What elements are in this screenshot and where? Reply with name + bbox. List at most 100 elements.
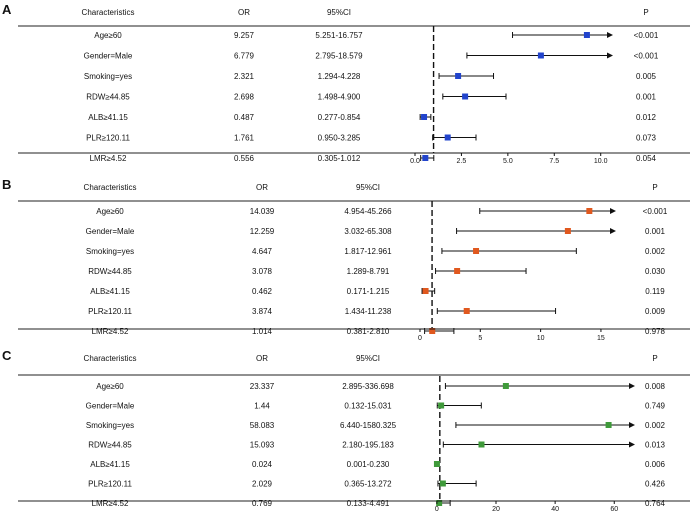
row-ci-value: 1.817-12.961	[344, 247, 392, 256]
row-ci-value: 0.381-2.810	[347, 327, 390, 336]
row-label: Gender=Male	[84, 52, 133, 61]
row-label: Smoking=yes	[86, 421, 134, 430]
row-ci-value: 1.434-11.238	[345, 307, 392, 316]
or-point-marker	[421, 114, 428, 120]
row-label: RDW≥44.85	[86, 93, 130, 102]
row-or-value: 58.083	[250, 421, 275, 430]
row-or-value: 0.462	[252, 287, 273, 296]
row-p-value: <0.001	[643, 207, 668, 216]
row-or-value: 0.769	[252, 499, 273, 508]
row-p-value: 0.002	[645, 247, 666, 256]
ci-arrow	[629, 383, 635, 389]
x-tick-label: 5	[478, 335, 482, 342]
header-p: P	[652, 354, 657, 363]
row-or-value: 6.779	[234, 52, 255, 61]
row-p-value: 0.119	[645, 287, 665, 296]
row-ci-value: 0.950-3.285	[318, 134, 361, 143]
header-characteristics: Characteristics	[84, 183, 137, 192]
row-ci-value: 2.180-195.183	[342, 441, 394, 450]
row-ci-value: 6.440-1580.325	[340, 421, 397, 430]
or-point-marker	[537, 52, 544, 59]
row-or-value: 3.874	[252, 307, 273, 316]
panel-letter: A	[2, 2, 12, 17]
ci-arrow	[607, 32, 613, 38]
header-p: P	[643, 8, 648, 17]
x-tick-label: 20	[492, 506, 500, 513]
or-point-marker	[605, 422, 612, 428]
ci-arrow	[610, 228, 616, 234]
or-point-marker	[583, 32, 590, 38]
row-ci-value: 0.365-13.272	[344, 480, 392, 489]
header-or: OR	[256, 183, 268, 192]
or-point-marker	[436, 500, 443, 506]
or-point-marker	[429, 328, 436, 334]
row-p-value: 0.749	[645, 402, 666, 411]
or-point-marker	[564, 228, 571, 234]
row-p-value: <0.001	[634, 31, 659, 40]
row-label: RDW≥44.85	[88, 441, 132, 450]
row-or-value: 3.078	[252, 267, 273, 276]
row-p-value: 0.013	[645, 441, 666, 450]
or-point-marker	[462, 93, 469, 100]
or-point-marker	[463, 308, 470, 314]
x-tick-label: 2.5	[457, 158, 467, 165]
or-point-marker	[454, 268, 461, 274]
row-label: ALB≥41.15	[88, 113, 128, 122]
row-label: Gender=Male	[86, 227, 135, 236]
row-or-value: 4.647	[252, 247, 273, 256]
row-or-value: 12.259	[250, 227, 275, 236]
or-point-marker	[444, 134, 451, 141]
row-or-value: 2.698	[234, 93, 255, 102]
ci-arrow	[629, 422, 635, 428]
row-ci-value: 0.132-15.031	[344, 402, 392, 411]
row-label: Gender=Male	[86, 402, 135, 411]
row-p-value: 0.006	[645, 460, 666, 469]
or-point-marker	[422, 288, 429, 294]
row-label: PLR≥120.11	[88, 307, 132, 316]
x-tick-label: 10	[537, 335, 545, 342]
x-tick-label: 0.0	[410, 158, 420, 165]
header-95ci: 95%CI	[356, 354, 380, 363]
row-ci-value: 4.954-45.266	[344, 207, 392, 216]
x-tick-label: 15	[597, 335, 605, 342]
row-p-value: 0.001	[645, 227, 666, 236]
or-point-marker	[422, 155, 429, 161]
row-p-value: 0.005	[636, 72, 657, 81]
header-or: OR	[256, 354, 268, 363]
row-or-value: 0.024	[252, 460, 273, 469]
header-95ci: 95%CI	[327, 8, 351, 17]
row-or-value: 1.761	[234, 134, 255, 143]
row-p-value: 0.012	[636, 113, 657, 122]
row-ci-value: 1.289-8.791	[347, 267, 390, 276]
row-or-value: 1.014	[252, 327, 273, 336]
row-ci-value: 1.498-4.900	[318, 93, 361, 102]
row-label: Smoking=yes	[84, 72, 132, 81]
row-p-value: 0.978	[645, 327, 666, 336]
or-point-marker	[586, 208, 593, 214]
row-or-value: 9.257	[234, 31, 255, 40]
row-p-value: 0.073	[636, 134, 657, 143]
row-p-value: 0.030	[645, 267, 666, 276]
row-or-value: 23.337	[250, 382, 275, 391]
row-p-value: 0.764	[645, 499, 666, 508]
row-or-value: 0.556	[234, 154, 255, 163]
or-point-marker	[502, 383, 509, 389]
forest-panel-a: A Characteristics OR 95%CI P Age≥60 9.257 5.251…	[2, 2, 690, 165]
row-p-value: 0.001	[636, 93, 657, 102]
x-tick-label: 0	[418, 335, 422, 342]
header-or: OR	[238, 8, 250, 17]
x-tick-label: 0	[435, 506, 439, 513]
row-label: PLR≥120.11	[88, 480, 132, 489]
row-label: PLR≥120.11	[86, 134, 130, 143]
row-p-value: 0.426	[645, 480, 666, 489]
forest-panel-c: C Characteristics OR 95%CI P Age≥60 23.337 2.89…	[2, 348, 690, 513]
row-label: Age≥60	[96, 207, 124, 216]
header-p: P	[652, 183, 657, 192]
x-tick-label: 60	[610, 506, 618, 513]
row-ci-value: 5.251-16.757	[315, 31, 363, 40]
ci-arrow	[629, 441, 635, 448]
row-or-value: 2.321	[234, 72, 255, 81]
row-ci-value: 2.795-18.579	[315, 52, 363, 61]
row-p-value: <0.001	[634, 52, 659, 61]
